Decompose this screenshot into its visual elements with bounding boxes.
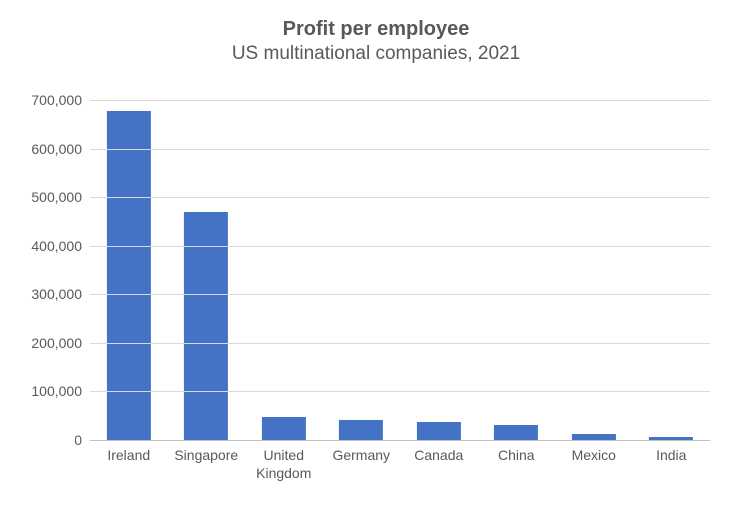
x-axis-category-label: Canada — [414, 440, 463, 464]
bar-slot: Singapore — [168, 100, 246, 440]
bar — [339, 420, 383, 440]
y-axis-tick-label: 600,000 — [31, 141, 90, 157]
x-axis-category-label: United Kingdom — [256, 440, 311, 482]
grid-line — [90, 100, 710, 101]
bar-slot: Ireland — [90, 100, 168, 440]
grid-line — [90, 294, 710, 295]
y-axis-tick-label: 400,000 — [31, 238, 90, 254]
bar-slot: China — [478, 100, 556, 440]
chart-subtitle: US multinational companies, 2021 — [0, 43, 752, 65]
bar-slot: United Kingdom — [245, 100, 323, 440]
bar — [494, 425, 538, 440]
x-axis-category-label: Singapore — [174, 440, 238, 464]
plot-area: IrelandSingaporeUnited KingdomGermanyCan… — [90, 100, 710, 440]
bar-slot: Germany — [323, 100, 401, 440]
y-axis-tick-label: 0 — [74, 432, 90, 448]
chart-container: Profit per employee US multinational com… — [0, 0, 752, 518]
x-axis-category-label: India — [656, 440, 686, 464]
x-axis-category-label: China — [498, 440, 535, 464]
grid-line — [90, 343, 710, 344]
y-axis-tick-label: 300,000 — [31, 286, 90, 302]
chart-title-block: Profit per employee US multinational com… — [0, 0, 752, 65]
y-axis-tick-label: 100,000 — [31, 383, 90, 399]
bar — [417, 422, 461, 440]
bar-slot: Mexico — [555, 100, 633, 440]
x-axis-category-label: Ireland — [107, 440, 150, 464]
bar-slot: Canada — [400, 100, 478, 440]
grid-line — [90, 246, 710, 247]
grid-line — [90, 440, 710, 441]
chart-title: Profit per employee — [0, 18, 752, 41]
y-axis-tick-label: 200,000 — [31, 335, 90, 351]
y-axis-tick-label: 700,000 — [31, 92, 90, 108]
grid-line — [90, 197, 710, 198]
x-axis-category-label: Germany — [332, 440, 390, 464]
bars-group: IrelandSingaporeUnited KingdomGermanyCan… — [90, 100, 710, 440]
grid-line — [90, 149, 710, 150]
bar — [262, 417, 306, 440]
grid-line — [90, 391, 710, 392]
bar-slot: India — [633, 100, 711, 440]
x-axis-category-label: Mexico — [572, 440, 616, 464]
y-axis-tick-label: 500,000 — [31, 189, 90, 205]
